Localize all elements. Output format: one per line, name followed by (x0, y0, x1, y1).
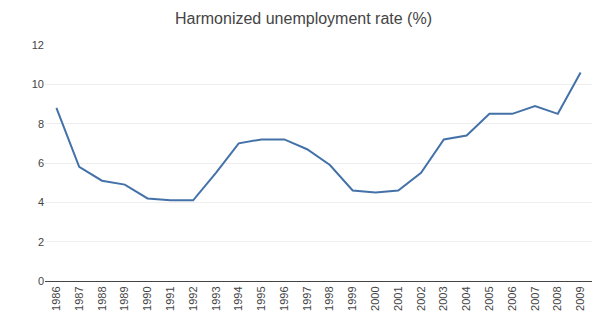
svg-text:1988: 1988 (96, 286, 108, 310)
svg-text:2007: 2007 (529, 286, 541, 310)
svg-text:0: 0 (38, 275, 44, 287)
svg-text:8: 8 (38, 118, 44, 130)
svg-text:Harmonized unemployment rate (: Harmonized unemployment rate (%) (175, 10, 432, 27)
svg-text:1992: 1992 (187, 286, 199, 310)
svg-text:6: 6 (38, 157, 44, 169)
svg-text:1998: 1998 (323, 286, 335, 310)
svg-text:1993: 1993 (210, 286, 222, 310)
svg-text:1994: 1994 (232, 286, 244, 310)
svg-text:2001: 2001 (392, 286, 404, 310)
svg-text:12: 12 (32, 39, 44, 51)
svg-text:2003: 2003 (437, 286, 449, 310)
svg-text:2: 2 (38, 236, 44, 248)
svg-text:2002: 2002 (415, 286, 427, 310)
svg-text:1999: 1999 (346, 286, 358, 310)
svg-text:1995: 1995 (255, 286, 267, 310)
svg-text:1997: 1997 (301, 286, 313, 310)
svg-text:1987: 1987 (73, 286, 85, 310)
svg-text:4: 4 (38, 196, 44, 208)
svg-text:1990: 1990 (141, 286, 153, 310)
svg-text:1986: 1986 (50, 286, 62, 310)
svg-text:2008: 2008 (551, 286, 563, 310)
svg-text:1991: 1991 (164, 286, 176, 310)
svg-text:2004: 2004 (460, 286, 472, 310)
svg-text:10: 10 (32, 78, 44, 90)
svg-text:1989: 1989 (118, 286, 130, 310)
svg-text:2006: 2006 (506, 286, 518, 310)
svg-text:2000: 2000 (369, 286, 381, 310)
svg-text:2005: 2005 (483, 286, 495, 310)
svg-text:1996: 1996 (278, 286, 290, 310)
svg-text:2009: 2009 (574, 286, 586, 310)
